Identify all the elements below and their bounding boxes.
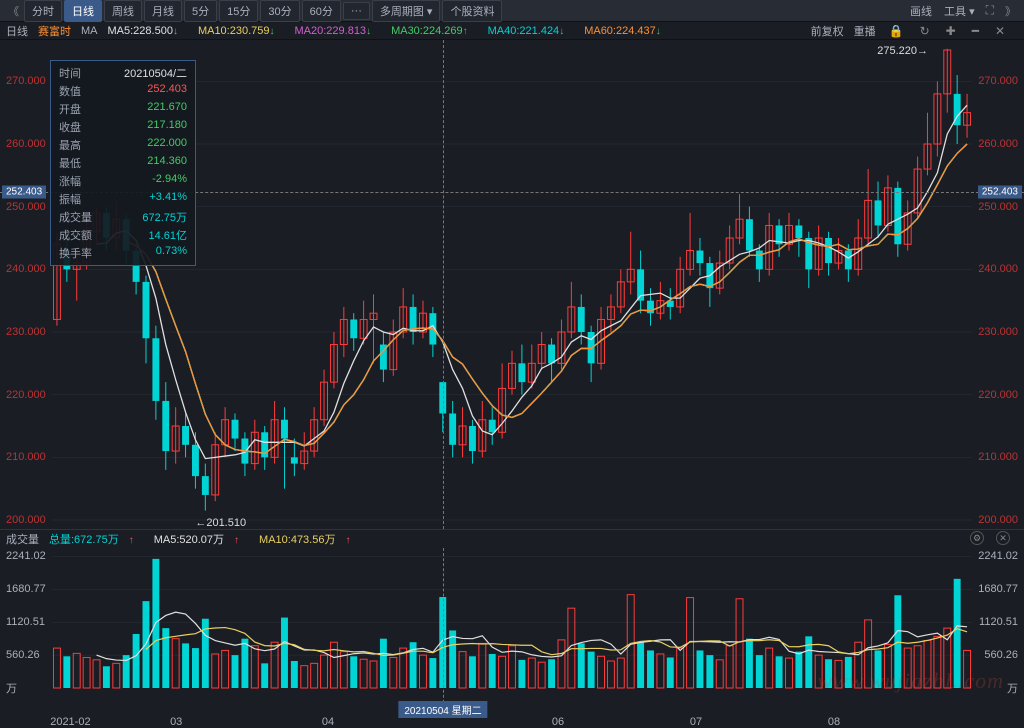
tooltip-row: 成交量672.75万 <box>51 208 195 226</box>
timeframe-5分[interactable]: 5分 <box>184 0 217 22</box>
ma-item: MA20:229.813 <box>295 25 382 37</box>
vol-y-tick-right: 万 <box>1007 680 1018 696</box>
close-icon[interactable]: ✕ <box>992 24 1008 38</box>
price-chart-pane[interactable]: 200.000 200.000 210.000 210.000 220.000 220.0… <box>0 40 1024 530</box>
data-tooltip-panel: 时间20210504/二数值252.403开盘221.670收盘217.180最… <box>50 60 196 266</box>
y-tick-right: 260.000 <box>978 138 1018 150</box>
y-tick-right: 200.000 <box>978 514 1018 526</box>
adjust-mode[interactable]: 前复权 <box>811 23 844 39</box>
y-tick-left: 240.000 <box>6 263 46 275</box>
timeframe-周线[interactable]: 周线 <box>104 0 142 22</box>
timeframe-月线[interactable]: 月线 <box>144 0 182 22</box>
x-tick: 04 <box>322 716 334 728</box>
volume-label: 成交量 <box>6 531 39 547</box>
vol-y-tick-right: 560.26 <box>984 649 1018 661</box>
y-tick-right: 230.000 <box>978 326 1018 338</box>
ma-legend-row: 日线 赛富时 MA MA5:228.500 MA10:230.759 MA20:22… <box>0 22 1024 40</box>
tooltip-row: 时间20210504/二 <box>51 64 195 82</box>
vol-y-tick-right: 1120.51 <box>979 616 1018 628</box>
y-tick-left: 230.000 <box>6 326 46 338</box>
timeframe-分时[interactable]: 分时 <box>24 0 62 22</box>
y-tick-left: 220.000 <box>6 389 46 401</box>
volume-total: 总量:672.75万 <box>49 531 144 547</box>
top-toolbar: 《 分时日线周线月线5分15分30分60分··· 多周期图 ▾ 个股资料 画线 … <box>0 0 1024 22</box>
stock-name: 赛富时 <box>38 23 71 39</box>
tooltip-row: 数值252.403 <box>51 82 195 100</box>
tooltip-row: 涨幅-2.94% <box>51 172 195 190</box>
vol-y-tick-left: 560.26 <box>6 649 40 661</box>
x-tick: 08 <box>828 716 840 728</box>
x-axis-marker: 20210504 星期二 <box>398 701 487 718</box>
price-marker-left: 252.403 <box>2 185 46 198</box>
y-tick-left: 210.000 <box>6 451 46 463</box>
vol-y-tick-left: 1680.77 <box>6 583 46 595</box>
y-tick-left: 200.000 <box>6 514 46 526</box>
scroll-left-chevron[interactable]: 《 <box>4 3 23 19</box>
chart-period-label: 日线 <box>6 23 28 39</box>
vol-y-tick-left: 万 <box>6 680 17 696</box>
ma-item: MA5:228.500 <box>108 25 188 37</box>
peak-annotation: 275.220→ <box>877 45 928 57</box>
trough-annotation: ←201.510 <box>195 517 246 529</box>
tooltip-row: 成交额14.61亿 <box>51 226 195 244</box>
minus-icon[interactable]: ━ <box>969 24 982 38</box>
ma-item: MA10:230.759 <box>198 25 285 37</box>
vol-y-tick-right: 2241.02 <box>978 550 1018 562</box>
scroll-right-chevron[interactable]: 》 <box>1001 3 1020 19</box>
y-tick-right: 240.000 <box>978 263 1018 275</box>
y-tick-right: 220.000 <box>978 389 1018 401</box>
ma-item: MA60:224.437 <box>584 25 671 37</box>
tooltip-row: 换手率0.73% <box>51 244 195 262</box>
timeframe-60分[interactable]: 60分 <box>302 0 341 22</box>
tooltip-row: 最高222.000 <box>51 136 195 154</box>
watermark: www.wujiazhL.com <box>817 668 1004 694</box>
draw-button[interactable]: 画线 <box>906 3 936 19</box>
replay-button[interactable]: 重播 <box>854 23 876 39</box>
volume-chart-pane[interactable]: 万 万 560.26 560.26 1120.51 1120.51 1680.77 1680.… <box>0 548 1024 718</box>
timeframe-日线[interactable]: 日线 <box>64 0 102 22</box>
volume-ma10: MA10:473.56万 <box>259 531 360 547</box>
y-tick-left: 250.000 <box>6 201 46 213</box>
x-tick: 2021-02 <box>50 716 90 728</box>
x-tick: 06 <box>552 716 564 728</box>
x-tick: 03 <box>170 716 182 728</box>
timeframe-15分[interactable]: 15分 <box>219 0 258 22</box>
y-tick-right: 210.000 <box>978 451 1018 463</box>
multi-period-button[interactable]: 多周期图 ▾ <box>372 0 441 22</box>
y-tick-right: 250.000 <box>978 201 1018 213</box>
stock-info-button[interactable]: 个股资料 <box>442 0 502 22</box>
x-tick: 07 <box>690 716 702 728</box>
tooltip-row: 最低214.360 <box>51 154 195 172</box>
ma-label: MA <box>81 25 98 37</box>
tooltip-row: 开盘221.670 <box>51 100 195 118</box>
timeframe-30分[interactable]: 30分 <box>260 0 299 22</box>
vol-y-tick-left: 2241.02 <box>6 550 46 562</box>
lock-icon[interactable]: 🔒 <box>886 24 907 38</box>
tooltip-row: 振幅+3.41% <box>51 190 195 208</box>
volume-legend-row: 成交量 总量:672.75万 MA5:520.07万 MA10:473.56万 … <box>0 530 1024 548</box>
vol-close-icon[interactable]: ✕ <box>996 531 1010 545</box>
price-marker-right: 252.403 <box>978 185 1022 198</box>
tools-dropdown[interactable]: 工具 ▾ <box>940 3 979 19</box>
crosshair-vertical-vol <box>443 548 444 718</box>
timeframe-buttons: 分时日线周线月线5分15分30分60分··· <box>23 0 371 22</box>
crosshair-vertical <box>443 40 444 529</box>
expand-icon[interactable]: ⛶ <box>983 3 997 18</box>
add-icon[interactable]: ✚ <box>943 24 959 38</box>
vol-y-tick-right: 1680.77 <box>978 583 1018 595</box>
volume-ma5: MA5:520.07万 <box>154 531 249 547</box>
vol-y-tick-left: 1120.51 <box>6 616 45 628</box>
refresh-icon[interactable]: ↻ <box>917 24 933 38</box>
ma-item: MA40:221.424 <box>488 25 575 37</box>
timeframe-···[interactable]: ··· <box>343 2 370 20</box>
tooltip-row: 收盘217.180 <box>51 118 195 136</box>
y-tick-right: 270.000 <box>978 75 1018 87</box>
vol-settings-icon[interactable]: ⚙ <box>970 531 984 545</box>
y-tick-left: 270.000 <box>6 75 46 87</box>
y-tick-left: 260.000 <box>6 138 46 150</box>
ma-item: MA30:224.269 <box>391 25 478 37</box>
